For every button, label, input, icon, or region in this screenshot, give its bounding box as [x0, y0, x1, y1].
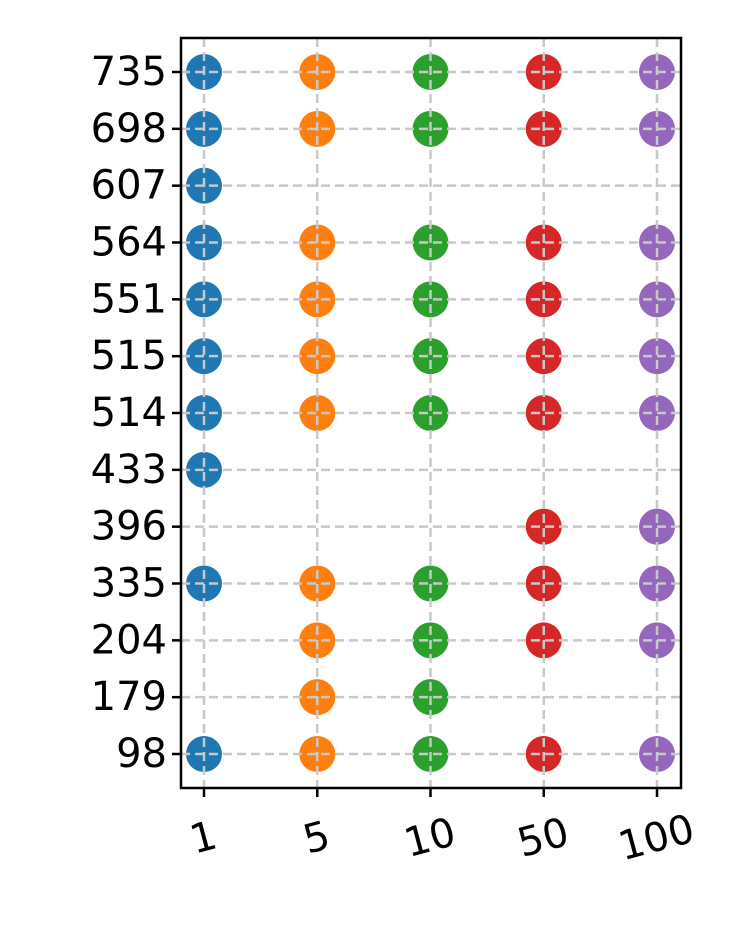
y-tick-label: 607	[91, 163, 167, 209]
x-tick-label: 1	[185, 813, 221, 864]
y-tick-label: 433	[91, 447, 167, 493]
y-tick-label: 335	[91, 561, 167, 607]
y-tick-label: 564	[91, 220, 167, 266]
y-tick-label: 515	[91, 333, 167, 379]
point	[525, 281, 562, 318]
y-tick-label: 514	[91, 390, 167, 436]
y-tick-label: 98	[116, 731, 167, 777]
y-tick-label: 396	[91, 504, 167, 550]
point	[299, 338, 336, 375]
y-tick-label: 735	[91, 49, 167, 95]
point	[412, 565, 449, 602]
y-tick-label: 179	[91, 674, 167, 720]
x-tick-label: 5	[298, 813, 334, 864]
point	[299, 395, 336, 431]
point	[525, 395, 562, 431]
point	[412, 281, 449, 318]
plot-frame	[179, 36, 683, 790]
grid-overlay	[181, 38, 681, 788]
point	[412, 338, 449, 375]
point	[525, 338, 562, 375]
x-tick-label: 50	[513, 809, 574, 867]
y-tick-label: 698	[91, 106, 167, 152]
x-tick-label: 100	[614, 806, 700, 870]
point	[412, 395, 449, 431]
y-tick-label: 551	[91, 276, 167, 322]
point	[299, 281, 336, 318]
point	[525, 565, 562, 602]
point	[525, 508, 562, 545]
x-tick-label: 10	[399, 809, 460, 867]
point	[299, 565, 336, 602]
y-tick-label: 204	[91, 617, 167, 663]
